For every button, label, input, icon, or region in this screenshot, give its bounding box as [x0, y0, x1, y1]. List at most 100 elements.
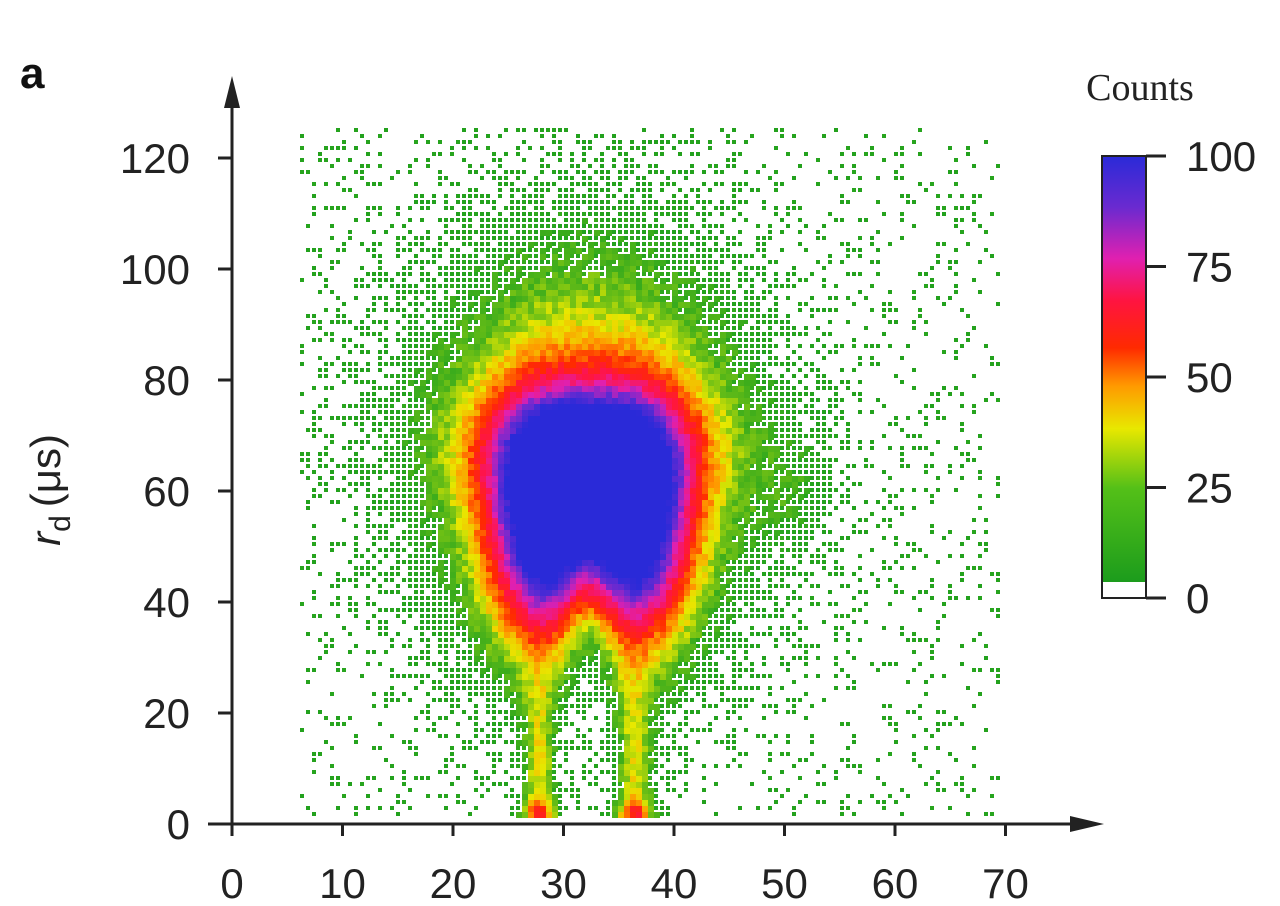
heatmap-cell — [726, 458, 732, 464]
heatmap-cell — [444, 272, 448, 276]
heatmap-cell — [546, 536, 552, 542]
heatmap-cell — [792, 446, 796, 450]
heatmap-cell — [660, 170, 664, 174]
heatmap-cell — [612, 500, 618, 506]
heatmap-cell — [786, 314, 790, 318]
heatmap-cell — [696, 440, 702, 446]
heatmap-cell — [450, 458, 456, 464]
heatmap-cell — [930, 494, 934, 498]
heatmap-cell — [690, 206, 694, 210]
heatmap-cell — [582, 380, 588, 386]
heatmap-cell — [480, 344, 486, 350]
heatmap-cell — [558, 272, 564, 278]
heatmap-cell — [732, 422, 738, 428]
heatmap-cell — [834, 416, 838, 420]
heatmap-cell — [468, 206, 472, 210]
heatmap-cell — [504, 488, 510, 494]
heatmap-cell — [606, 308, 612, 314]
heatmap-cell — [714, 296, 720, 302]
heatmap-cell — [708, 338, 714, 344]
heatmap-cell — [360, 404, 364, 408]
heatmap-cell — [534, 380, 540, 386]
heatmap-cell — [648, 356, 654, 362]
heatmap-cell — [528, 320, 534, 326]
heatmap-cell — [444, 422, 450, 428]
heatmap-cell — [696, 284, 702, 290]
heatmap-cell — [582, 170, 586, 174]
heatmap-cell — [474, 320, 478, 324]
heatmap-cell — [618, 260, 624, 266]
heatmap-cell — [408, 206, 412, 210]
heatmap-cell — [642, 428, 648, 434]
heatmap-cell — [492, 260, 496, 264]
heatmap-cell — [804, 326, 808, 330]
heatmap-cell — [954, 170, 958, 174]
heatmap-cell — [690, 494, 696, 500]
heatmap-cell — [684, 242, 688, 246]
heatmap-cell — [600, 200, 604, 204]
heatmap-cell — [354, 326, 358, 330]
heatmap-cell — [762, 422, 766, 426]
heatmap-cell — [672, 512, 678, 518]
heatmap-cell — [420, 368, 424, 372]
heatmap-cell — [576, 308, 582, 314]
heatmap-cell — [708, 284, 714, 290]
heatmap-cell — [510, 554, 516, 560]
heatmap-cell — [444, 344, 450, 350]
heatmap-cell — [612, 392, 618, 398]
heatmap-cell — [744, 422, 750, 428]
heatmap-cell — [762, 332, 766, 336]
heatmap-cell — [552, 512, 558, 518]
heatmap-cell — [390, 416, 394, 420]
heatmap-cell — [516, 296, 522, 302]
heatmap-cell — [504, 260, 508, 264]
heatmap-cell — [744, 368, 748, 372]
heatmap-cell — [342, 488, 346, 492]
heatmap-cell — [384, 398, 388, 402]
heatmap-cell — [576, 428, 582, 434]
heatmap-cell — [918, 272, 922, 276]
heatmap-cell — [672, 398, 678, 404]
heatmap-cell — [510, 314, 516, 320]
heatmap-cell — [414, 434, 420, 440]
heatmap-cell — [642, 458, 648, 464]
heatmap-cell — [468, 284, 472, 288]
heatmap-cell — [858, 482, 862, 486]
heatmap-cell — [600, 248, 606, 254]
heatmap-cell — [510, 356, 516, 362]
heatmap-cell — [816, 386, 820, 390]
heatmap-cell — [726, 380, 732, 386]
heatmap-cell — [702, 308, 706, 312]
heatmap-cell — [516, 386, 522, 392]
heatmap-cell — [492, 470, 498, 476]
heatmap-cell — [660, 344, 666, 350]
heatmap-cell — [618, 338, 624, 344]
heatmap-cell — [486, 530, 492, 536]
heatmap-cell — [522, 320, 528, 326]
heatmap-cell — [306, 248, 310, 252]
heatmap-cell — [522, 356, 528, 362]
heatmap-cell — [768, 398, 774, 404]
heatmap-cell — [384, 374, 388, 378]
heatmap-cell — [918, 314, 922, 318]
heatmap-cell — [576, 410, 582, 416]
heatmap-cell — [720, 488, 726, 494]
heatmap-cell — [570, 200, 574, 204]
heatmap-cell — [882, 488, 886, 492]
heatmap-cell — [696, 242, 700, 246]
heatmap-cell — [396, 398, 400, 402]
heatmap-cell — [672, 236, 676, 240]
heatmap-cell — [378, 206, 382, 210]
heatmap-cell — [756, 386, 762, 392]
heatmap-cell — [606, 236, 610, 240]
heatmap-cell — [516, 380, 522, 386]
heatmap-cell — [954, 224, 958, 228]
heatmap-cell — [522, 338, 528, 344]
heatmap-cell — [444, 176, 448, 180]
heatmap-cell — [714, 272, 718, 276]
heatmap-cell — [924, 416, 928, 420]
heatmap-cell — [528, 212, 532, 216]
heatmap-cell — [966, 458, 970, 462]
heatmap-cell — [606, 494, 612, 500]
heatmap-cell — [780, 518, 784, 522]
